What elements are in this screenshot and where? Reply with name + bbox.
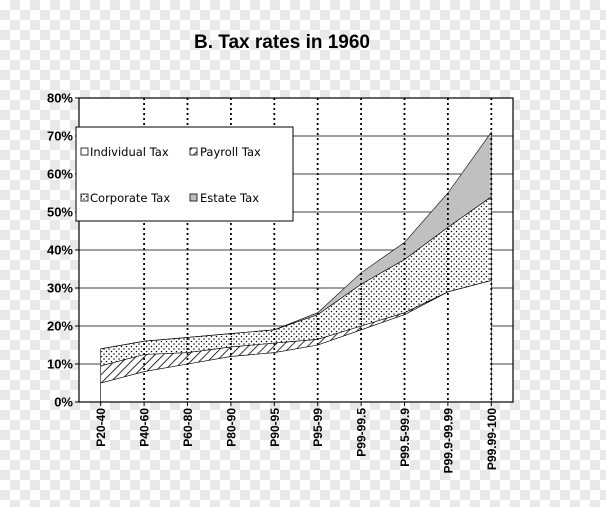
plot-border bbox=[78, 97, 514, 403]
legend-swatch-corporate-tax bbox=[80, 193, 89, 202]
x-tick-label: P99.99-100 bbox=[485, 408, 499, 470]
legend-label-individual-tax: Individual Tax bbox=[90, 145, 169, 159]
x-tick-label: P99.5-99.9 bbox=[398, 408, 412, 467]
legend-swatch-individual-tax bbox=[80, 147, 89, 156]
x-tick-label: P80-90 bbox=[224, 408, 238, 447]
y-tick-label: 10% bbox=[47, 357, 73, 372]
legend-label-payroll-tax: Payroll Tax bbox=[200, 145, 261, 159]
y-tick-label: 20% bbox=[47, 319, 73, 334]
x-tick-label: P99-99.5 bbox=[355, 408, 369, 457]
legend-label-corporate-tax: Corporate Tax bbox=[90, 191, 170, 205]
legend-swatch-payroll-tax bbox=[189, 147, 198, 156]
y-tick-label: 80% bbox=[47, 91, 73, 106]
x-tick-label: P90-95 bbox=[268, 408, 282, 447]
y-axis-tick-labels: 0% 10% 20% 30% 40% 50% 60% 70% 80% bbox=[47, 91, 73, 410]
x-tick-label: P95-99 bbox=[311, 408, 325, 447]
x-tick-label: P99.9-99.99 bbox=[441, 408, 455, 474]
legend-label-estate-tax: Estate Tax bbox=[200, 191, 259, 205]
x-axis-tick-labels: P20-40 P40-60 P60-80 P80-90 P90-95 P95-99 P99-… bbox=[94, 402, 499, 473]
y-tick-label: 70% bbox=[47, 129, 73, 144]
legend-box bbox=[75, 126, 294, 222]
y-tick-label: 60% bbox=[47, 167, 73, 182]
y-tick-label: 40% bbox=[47, 243, 73, 258]
y-tick-label: 30% bbox=[47, 281, 73, 296]
x-tick-label: P40-60 bbox=[138, 408, 152, 447]
legend: Individual Tax Payroll Tax Corporate Tax… bbox=[75, 126, 294, 222]
y-tick-label: 50% bbox=[47, 205, 73, 220]
stacked-areas bbox=[100, 131, 492, 403]
x-tick-label: P60-80 bbox=[181, 408, 195, 447]
x-tick-label: P20-40 bbox=[94, 408, 108, 447]
legend-swatch-estate-tax bbox=[189, 193, 198, 202]
y-tick-label: 0% bbox=[54, 395, 73, 410]
chart-title: B. Tax rates in 1960 bbox=[194, 32, 370, 53]
